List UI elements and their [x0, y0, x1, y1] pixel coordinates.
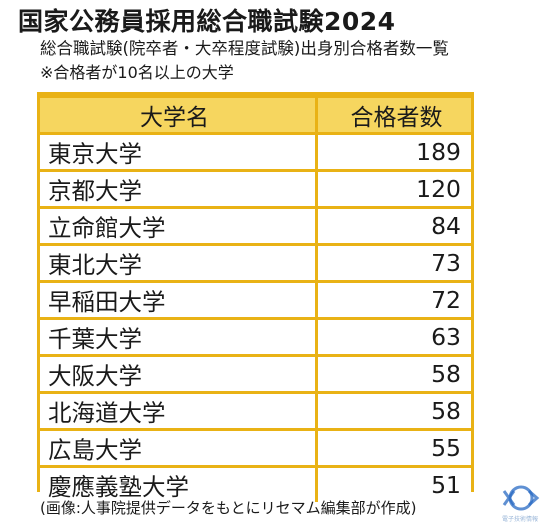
table-row: 大阪大学 58 [40, 357, 471, 391]
table-row: 広島大学 55 [40, 431, 471, 465]
table-row: 京都大学 120 [40, 172, 471, 206]
count-cell: 72 [318, 283, 471, 317]
table-row: 立命館大学 84 [40, 209, 471, 243]
table-row: 千葉大学 63 [40, 320, 471, 354]
table-note: ※合格者が10名以上の大学 [40, 63, 234, 82]
column-header-count: 合格者数 [318, 98, 471, 132]
university-cell: 広島大学 [40, 431, 318, 465]
page-subtitle: 総合職試験(院卒者・大卒程度試験)出身別合格者数一覧 [40, 39, 449, 58]
results-table-frame: 大学名 合格者数 東京大学 189 京都大学 120 立命館大学 84 東北大学… [37, 92, 474, 502]
table-row: 東京大学 189 [40, 135, 471, 169]
university-cell: 北海道大学 [40, 394, 318, 428]
university-cell: 早稲田大学 [40, 283, 318, 317]
count-cell: 63 [318, 320, 471, 354]
table-row: 東北大学 73 [40, 246, 471, 280]
count-cell: 55 [318, 431, 471, 465]
table-header-row: 大学名 合格者数 [40, 98, 471, 132]
watermark-icon [502, 485, 540, 511]
page-title: 国家公務員採用総合職試験2024 [18, 7, 396, 36]
count-cell: 58 [318, 357, 471, 391]
watermark-text: 電子技術情報 [501, 516, 538, 523]
university-cell: 東京大学 [40, 135, 318, 169]
table-row: 早稲田大学 72 [40, 283, 471, 317]
count-cell: 84 [318, 209, 471, 243]
table-row: 北海道大学 58 [40, 394, 471, 428]
university-cell: 立命館大学 [40, 209, 318, 243]
count-cell: 51 [318, 468, 471, 502]
results-table: 大学名 合格者数 東京大学 189 京都大学 120 立命館大学 84 東北大学… [40, 95, 471, 505]
university-cell: 慶應義塾大学 [40, 468, 318, 502]
count-cell: 73 [318, 246, 471, 280]
university-cell: 大阪大学 [40, 357, 318, 391]
count-cell: 120 [318, 172, 471, 206]
university-cell: 千葉大学 [40, 320, 318, 354]
count-cell: 189 [318, 135, 471, 169]
university-cell: 京都大学 [40, 172, 318, 206]
watermark-logo: 電子技術情報 [496, 483, 544, 529]
table-row: 慶應義塾大学 51 [40, 468, 471, 502]
count-cell: 58 [318, 394, 471, 428]
column-header-university: 大学名 [40, 98, 318, 132]
university-cell: 東北大学 [40, 246, 318, 280]
source-credit: (画像:人事院提供データをもとにリセマム編集部が作成) [40, 499, 417, 517]
